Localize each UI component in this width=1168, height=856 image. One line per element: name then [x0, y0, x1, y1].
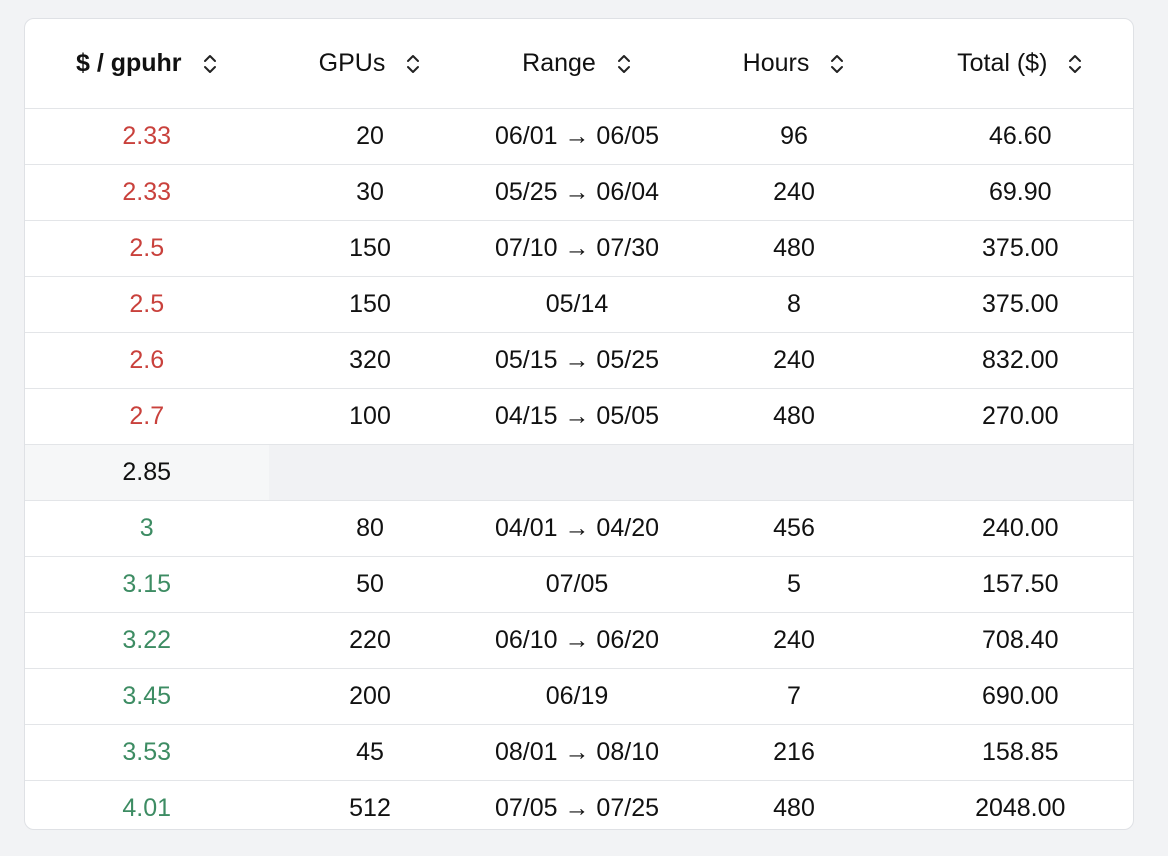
cell-hours: 480: [683, 388, 905, 445]
cell-range: 05/25 → 06/04: [471, 164, 683, 221]
sort-icon[interactable]: [616, 52, 632, 76]
column-header-label: Total ($): [957, 49, 1048, 77]
cell-price: 2.5: [25, 276, 269, 333]
column-header-range[interactable]: Range: [471, 19, 683, 109]
cell-total: 375.00: [905, 220, 1133, 277]
table-row[interactable]: 3.15 50 07/05 5 157.50: [25, 556, 1133, 613]
cell-hours: 240: [683, 164, 905, 221]
column-header-total[interactable]: Total ($): [905, 19, 1133, 109]
table-row[interactable]: 3.22 220 06/10 → 06/20 240 708.40: [25, 612, 1133, 669]
cell-gpus: 200: [269, 668, 471, 725]
price-divider-row: 2.85: [25, 444, 1133, 501]
cell-hours: 5: [683, 556, 905, 613]
cell-hours: 7: [683, 668, 905, 725]
cell-total: 375.00: [905, 276, 1133, 333]
cell-gpus: 150: [269, 220, 471, 277]
cell-range: [471, 444, 683, 501]
cell-total: 832.00: [905, 332, 1133, 389]
cell-range: 04/01 → 04/20: [471, 500, 683, 557]
cell-range: 06/10 → 06/20: [471, 612, 683, 669]
cell-price: 4.01: [122, 794, 172, 822]
cell-total: [905, 444, 1133, 501]
cell-range: 05/15 → 05/25: [471, 332, 683, 389]
column-header-label: GPUs: [318, 49, 386, 77]
column-header-label: Hours: [742, 49, 810, 77]
cell-range: 05/14: [471, 276, 683, 333]
cell-hours: 480: [773, 794, 815, 822]
cell-range: 07/05: [471, 556, 683, 613]
cell-total: 240.00: [905, 500, 1133, 557]
cell-gpus: 220: [269, 612, 471, 669]
cell-hours: 8: [683, 276, 905, 333]
cell-gpus: [269, 444, 471, 501]
cell-price: 3: [25, 500, 269, 557]
column-header-price[interactable]: $ / gpuhr: [25, 19, 269, 109]
column-header-label: Range: [522, 49, 596, 77]
cell-total: 157.50: [905, 556, 1133, 613]
table-row[interactable]: 3.53 45 08/01 → 08/10 216 158.85: [25, 724, 1133, 781]
cell-price: 2.33: [25, 164, 269, 221]
cell-gpus: 80: [269, 500, 471, 557]
cell-gpus: 150: [269, 276, 471, 333]
table-row[interactable]: 3 80 04/01 → 04/20 456 240.00: [25, 500, 1133, 557]
cell-total: 690.00: [905, 668, 1133, 725]
orders-table: $ / gpuhr GPUs Range: [25, 19, 1133, 830]
sort-icon[interactable]: [1067, 52, 1083, 76]
cell-hours: 480: [683, 220, 905, 277]
table-row[interactable]: 2.7 100 04/15 → 05/05 480 270.00: [25, 388, 1133, 445]
cell-hours: 216: [683, 724, 905, 781]
table-row[interactable]: 2.5 150 05/14 8 375.00: [25, 276, 1133, 333]
cell-total: 158.85: [905, 724, 1133, 781]
cell-range: 04/15 → 05/05: [471, 388, 683, 445]
sort-icon[interactable]: [405, 52, 421, 76]
cell-price: 2.5: [25, 220, 269, 277]
sort-icon[interactable]: [202, 52, 218, 76]
cell-total: 2048.00: [975, 794, 1066, 822]
table-row[interactable]: 2.33 20 06/01 → 06/05 96 46.60: [25, 108, 1133, 165]
cell-gpus: 512: [349, 794, 391, 822]
cell-range: 07/10 → 07/30: [471, 220, 683, 277]
table-row[interactable]: 2.33 30 05/25 → 06/04 240 69.90: [25, 164, 1133, 221]
table-header-row: $ / gpuhr GPUs Range: [25, 19, 1133, 109]
cell-hours: 240: [683, 332, 905, 389]
column-header-gpus[interactable]: GPUs: [269, 19, 471, 109]
cell-range: 08/01 → 08/10: [471, 724, 683, 781]
cell-range: 07/05 → 07/25: [494, 794, 659, 822]
cell-price: 2.33: [25, 108, 269, 165]
sort-icon[interactable]: [829, 52, 845, 76]
cell-price: 3.45: [25, 668, 269, 725]
cell-gpus: 50: [269, 556, 471, 613]
table-row[interactable]: 4.01 512 07/05 → 07/25 480 2048.00: [25, 781, 1133, 830]
cell-total: 69.90: [905, 164, 1133, 221]
column-header-label: $ / gpuhr: [75, 49, 182, 77]
cell-price: 2.85: [25, 444, 269, 501]
column-header-hours[interactable]: Hours: [683, 19, 905, 109]
cell-total: 46.60: [905, 108, 1133, 165]
cell-gpus: 30: [269, 164, 471, 221]
cell-hours: 96: [683, 108, 905, 165]
cell-price: 3.22: [25, 612, 269, 669]
cell-gpus: 100: [269, 388, 471, 445]
cell-total: 708.40: [905, 612, 1133, 669]
cell-range: 06/19: [471, 668, 683, 725]
cell-gpus: 20: [269, 108, 471, 165]
cell-total: 270.00: [905, 388, 1133, 445]
table-row[interactable]: 2.6 320 05/15 → 05/25 240 832.00: [25, 332, 1133, 389]
cell-gpus: 45: [269, 724, 471, 781]
cell-price: 2.7: [25, 388, 269, 445]
cell-hours: [683, 444, 905, 501]
cell-hours: 240: [683, 612, 905, 669]
cell-hours: 456: [683, 500, 905, 557]
cell-price: 2.6: [25, 332, 269, 389]
cell-range: 06/01 → 06/05: [471, 108, 683, 165]
orders-table-card: $ / gpuhr GPUs Range: [24, 18, 1134, 830]
table-row[interactable]: 2.5 150 07/10 → 07/30 480 375.00: [25, 220, 1133, 277]
cell-price: 3.53: [25, 724, 269, 781]
cell-price: 3.15: [25, 556, 269, 613]
cell-gpus: 320: [269, 332, 471, 389]
table-row[interactable]: 3.45 200 06/19 7 690.00: [25, 668, 1133, 725]
table-body: 2.33 20 06/01 → 06/05 96 46.60 2.33 30 05/25 → …: [25, 108, 1133, 830]
